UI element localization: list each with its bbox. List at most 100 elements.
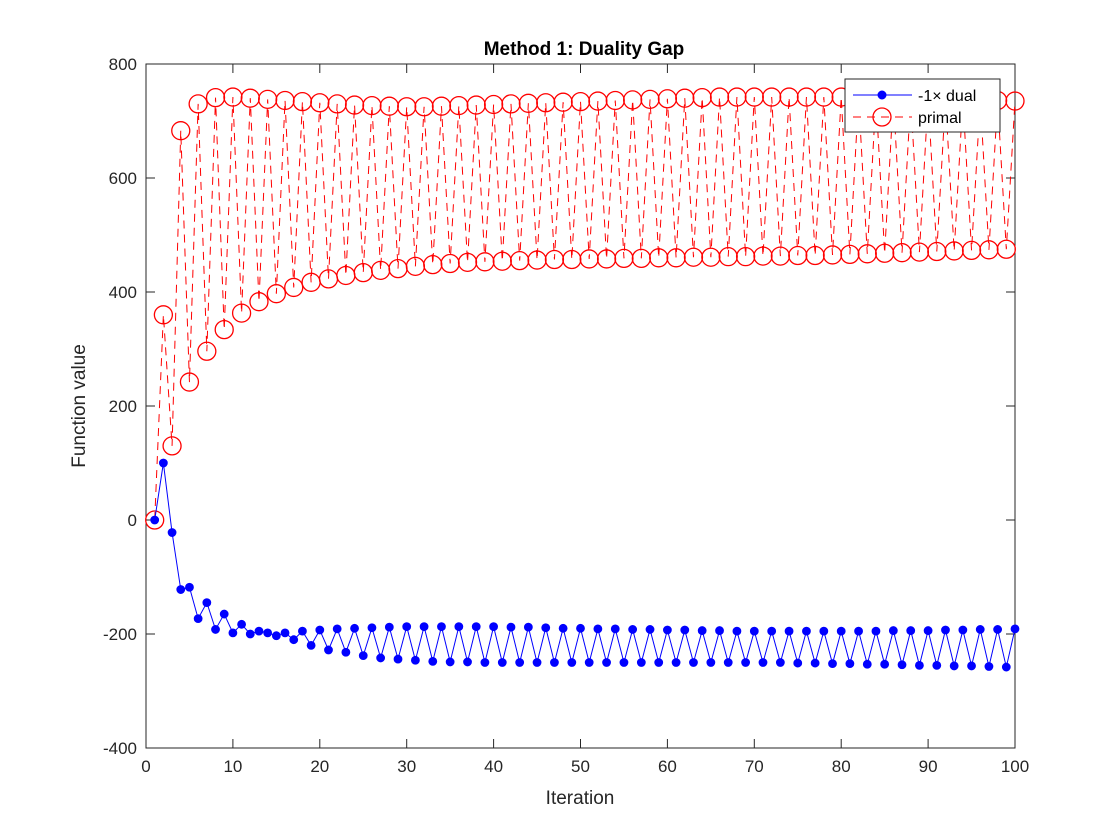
dual-point [602,658,611,667]
dual-series-line [154,462,1016,668]
dual-point [732,626,742,636]
primal-point [996,239,1016,259]
y-tick-label: -400 [103,739,137,758]
dual-point [715,626,724,635]
x-tick-label: 60 [658,757,677,776]
primal-point [284,277,304,298]
legend-primal-label: primal [918,110,962,127]
plot-area [145,63,1016,749]
dual-point [645,625,655,634]
x-tick-label: 90 [919,757,938,776]
y-tick-label: 800 [109,55,137,74]
dual-point [697,626,707,635]
dual-point [541,623,551,633]
dual-point [219,609,229,619]
dual-point [306,641,316,650]
dual-point [576,623,585,633]
primal-point [171,121,191,141]
y-tick-label: 400 [109,283,137,302]
x-tick-label: 10 [223,757,242,776]
dual-point [871,626,881,636]
primal-point [162,436,182,456]
dual-point [810,658,820,668]
chart-title: Method 1: Duality Gap [484,39,685,60]
dual-point [263,628,273,638]
dual-point [454,622,464,631]
y-tick-label: 0 [128,511,137,530]
dual-point [523,622,533,632]
x-axis-label: Iteration [546,788,615,809]
x-tick-label: 80 [832,757,851,776]
primal-point [1005,91,1025,111]
dual-point [836,626,846,636]
dual-point [515,658,525,667]
dual-point [150,515,160,525]
dual-point [332,624,342,634]
x-tick-label: 30 [397,757,416,776]
dual-point [915,660,924,670]
dual-point [532,658,542,667]
dual-point [610,624,620,634]
dual-point [497,658,507,667]
dual-point [784,626,794,636]
dual-point [437,622,446,631]
dual-point [428,656,438,666]
dual-point [471,622,481,631]
x-tick-label: 70 [745,757,764,776]
dual-point [828,659,837,669]
dual-point [324,645,333,655]
dual-point [819,626,829,636]
dual-point [749,626,759,636]
primal-point [266,284,287,304]
dual-point [628,625,638,634]
dual-point [984,662,994,671]
dual-point [897,660,907,670]
dual-point [211,625,220,634]
dual-point [767,626,777,636]
dual-point [671,658,681,667]
x-tick-label: 40 [484,757,503,776]
dual-point [689,658,698,667]
dual-point [958,625,968,635]
primal-point [179,372,200,392]
legend-dual-label: -1× dual [918,88,976,105]
dual-point [741,658,751,667]
dual-point [419,622,429,631]
dual-point [845,659,855,669]
dual-point [723,658,733,667]
dual-point [237,619,246,629]
dual-point [254,626,264,636]
dual-point [793,658,803,668]
dual-point [993,625,1003,634]
dual-point [1010,624,1020,634]
dual-point [1001,662,1011,672]
dual-point [358,651,368,661]
y-tick-label: -200 [103,625,137,644]
dual-point [176,585,186,594]
dual-point [663,625,672,635]
dual-point [289,635,299,645]
dual-point [932,660,942,670]
dual-point [350,623,359,633]
legend-box [844,78,1001,133]
dual-point [410,655,420,665]
dual-point [158,458,168,468]
primal-point [214,319,234,340]
dual-point [854,626,863,636]
dual-point [593,624,603,634]
dual-point [445,657,455,667]
dual-point [775,658,785,667]
legend-dual-marker [877,90,887,100]
x-tick-label: 50 [571,757,590,776]
dual-point [567,658,577,667]
dual-point [315,625,325,635]
dual-point [402,622,412,631]
dual-point [636,658,646,667]
dual-point [975,625,985,634]
primal-point [188,94,208,114]
dual-point [280,628,290,638]
dual-point [384,622,394,632]
dual-point [706,658,716,667]
legend: -1× dual primal [844,78,1001,133]
dual-point [367,623,377,633]
